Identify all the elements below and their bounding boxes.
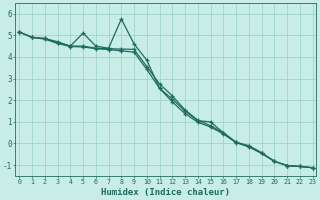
X-axis label: Humidex (Indice chaleur): Humidex (Indice chaleur)	[101, 188, 230, 197]
